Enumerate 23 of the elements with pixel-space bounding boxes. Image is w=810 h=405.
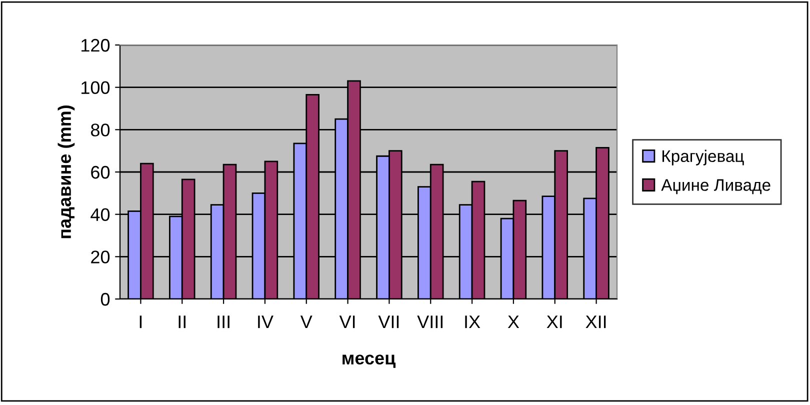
x-tick-label: X bbox=[508, 316, 520, 328]
y-tick-label: 0 bbox=[100, 292, 110, 306]
x-tick-label: V bbox=[300, 316, 312, 328]
x-tick-label: IX bbox=[465, 316, 480, 328]
x-tick-label: VI bbox=[339, 316, 355, 328]
x-tick-label: III bbox=[218, 316, 230, 328]
x-tick-label: XII bbox=[586, 316, 606, 328]
x-tick-label: IV bbox=[258, 316, 274, 328]
y-tick-label: 80 bbox=[90, 124, 110, 136]
x-axis-title: месец bbox=[342, 354, 396, 368]
y-tick-label: 60 bbox=[91, 166, 110, 179]
y-tick-label: 120 bbox=[82, 38, 110, 52]
legend-label: Аџине Ливаде bbox=[661, 179, 770, 194]
y-tick-label: 100 bbox=[82, 81, 110, 94]
x-tick-label: XI bbox=[546, 316, 562, 328]
y-tick-label: 20 bbox=[91, 250, 110, 264]
x-tick-label: VIII bbox=[417, 316, 443, 328]
x-tick-label: II bbox=[178, 316, 186, 328]
y-axis-title: падавине (mm) bbox=[58, 106, 75, 238]
legend-label: Крагујевац bbox=[662, 150, 744, 166]
x-tick-label: I bbox=[140, 316, 142, 328]
x-tick-label: VII bbox=[378, 316, 399, 328]
y-tick-label: 40 bbox=[90, 208, 110, 222]
